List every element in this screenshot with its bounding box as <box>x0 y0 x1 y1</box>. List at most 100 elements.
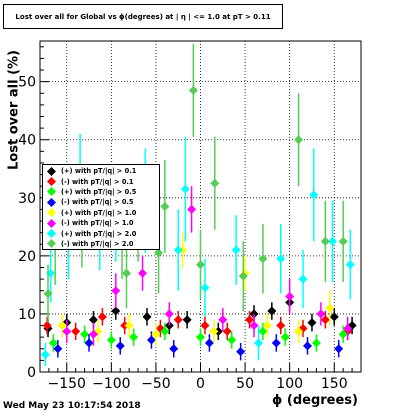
data-point <box>111 306 121 316</box>
data-point <box>97 312 107 322</box>
data-point <box>142 312 152 322</box>
data-point <box>345 260 355 270</box>
legend-entry: (-) with pT/|q| > 2.0 <box>47 239 159 249</box>
legend-label: (+) with pT/|q| > 1.0 <box>61 208 137 217</box>
data-point <box>121 268 131 278</box>
data-point <box>124 321 134 331</box>
x-tick-label: −100 <box>92 376 130 392</box>
data-point <box>204 338 214 348</box>
data-point <box>294 135 304 145</box>
series-5 <box>62 186 353 346</box>
data-point <box>267 306 277 316</box>
data-point <box>173 315 183 325</box>
legend-label: (+) with pT/|q| > 0.5 <box>61 187 137 196</box>
data-point <box>338 329 348 339</box>
data-point <box>196 332 205 342</box>
legend: (+) with pT/|q| > 0.1 (-) with pT/|q| > … <box>42 164 160 250</box>
x-tick-label: −50 <box>141 376 171 392</box>
data-point <box>160 326 170 336</box>
data-point <box>280 332 290 342</box>
data-point <box>173 245 183 255</box>
data-point <box>316 309 326 319</box>
y-axis-label: Lost over all (%) <box>6 50 22 170</box>
x-tick-label: 150 <box>321 376 348 392</box>
legend-entry: (+) with pT/|q| > 2.0 <box>47 228 159 239</box>
legend-entry: (-) with pT/|q| > 1.0 <box>47 218 159 228</box>
data-point <box>187 204 197 214</box>
data-point <box>154 248 164 258</box>
legend-marker-icon <box>47 187 56 197</box>
data-point <box>271 338 281 348</box>
y-tick-label: 20 <box>18 249 36 265</box>
data-point <box>303 341 312 351</box>
data-point <box>42 321 52 331</box>
legend-label: (+) with pT/|q| > 0.1 <box>61 167 137 176</box>
data-point <box>71 326 81 336</box>
data-point <box>146 335 156 345</box>
legend-entry: (+) with pT/|q| > 1.0 <box>47 208 159 218</box>
chart-title: Lost over all for Global vs ϕ(degrees) a… <box>3 4 283 29</box>
data-point <box>320 315 330 325</box>
data-point <box>200 283 210 293</box>
data-point <box>53 344 63 354</box>
data-point <box>209 326 219 336</box>
data-point <box>210 178 220 188</box>
data-point <box>311 338 321 348</box>
data-point <box>62 326 72 336</box>
legend-label: (-) with pT/|q| > 2.0 <box>61 239 134 248</box>
data-point <box>222 326 232 336</box>
data-point <box>182 315 192 325</box>
data-point <box>106 335 116 345</box>
y-tick-label: 10 <box>18 307 36 323</box>
legend-label: (+) with pT/|q| > 2.0 <box>61 229 137 238</box>
data-point <box>89 315 98 325</box>
data-point <box>160 202 170 211</box>
data-point <box>138 268 148 278</box>
legend-entry: (-) with pT/|q| > 0.1 <box>47 176 159 187</box>
data-point <box>89 329 98 339</box>
data-point <box>188 85 198 95</box>
data-point <box>151 329 161 339</box>
data-point <box>84 338 94 348</box>
data-point <box>196 260 205 270</box>
data-point <box>320 236 330 246</box>
data-point <box>298 274 308 284</box>
legend-marker-icon <box>47 166 56 176</box>
data-point <box>231 245 241 255</box>
data-point <box>57 321 67 331</box>
legend-label: (-) with pT/|q| > 0.5 <box>61 198 134 207</box>
data-point <box>164 309 174 319</box>
data-point <box>262 321 272 331</box>
y-tick-label: 50 <box>18 75 36 91</box>
data-point <box>115 341 125 351</box>
data-point <box>40 350 50 360</box>
data-point <box>285 292 295 302</box>
legend-entry: (-) with pT/|q| > 0.5 <box>47 197 159 207</box>
x-tick-label: 100 <box>276 376 303 392</box>
legend-label: (-) with pT/|q| > 1.0 <box>61 219 134 228</box>
data-point <box>218 315 228 325</box>
data-point <box>309 190 319 200</box>
legend-marker-icon <box>47 197 56 207</box>
y-tick-label: 30 <box>18 191 36 207</box>
data-point <box>334 344 344 354</box>
legend-marker-icon <box>47 208 56 218</box>
data-point <box>169 344 179 354</box>
legend-marker-icon <box>47 218 56 228</box>
data-point <box>236 347 246 357</box>
legend-entry: (+) with pT/|q| > 0.1 <box>47 166 159 176</box>
data-point <box>111 286 121 296</box>
data-point <box>325 303 335 313</box>
data-point <box>338 236 348 246</box>
x-tick-label: −150 <box>48 376 86 392</box>
data-point <box>249 321 259 331</box>
data-point <box>238 271 248 281</box>
x-tick-label: 0 <box>196 376 205 392</box>
data-point <box>227 335 237 345</box>
data-point <box>48 338 58 348</box>
legend-marker-icon <box>47 229 56 239</box>
x-tick-label: 50 <box>236 376 254 392</box>
data-point <box>253 338 263 348</box>
data-point <box>80 329 90 339</box>
